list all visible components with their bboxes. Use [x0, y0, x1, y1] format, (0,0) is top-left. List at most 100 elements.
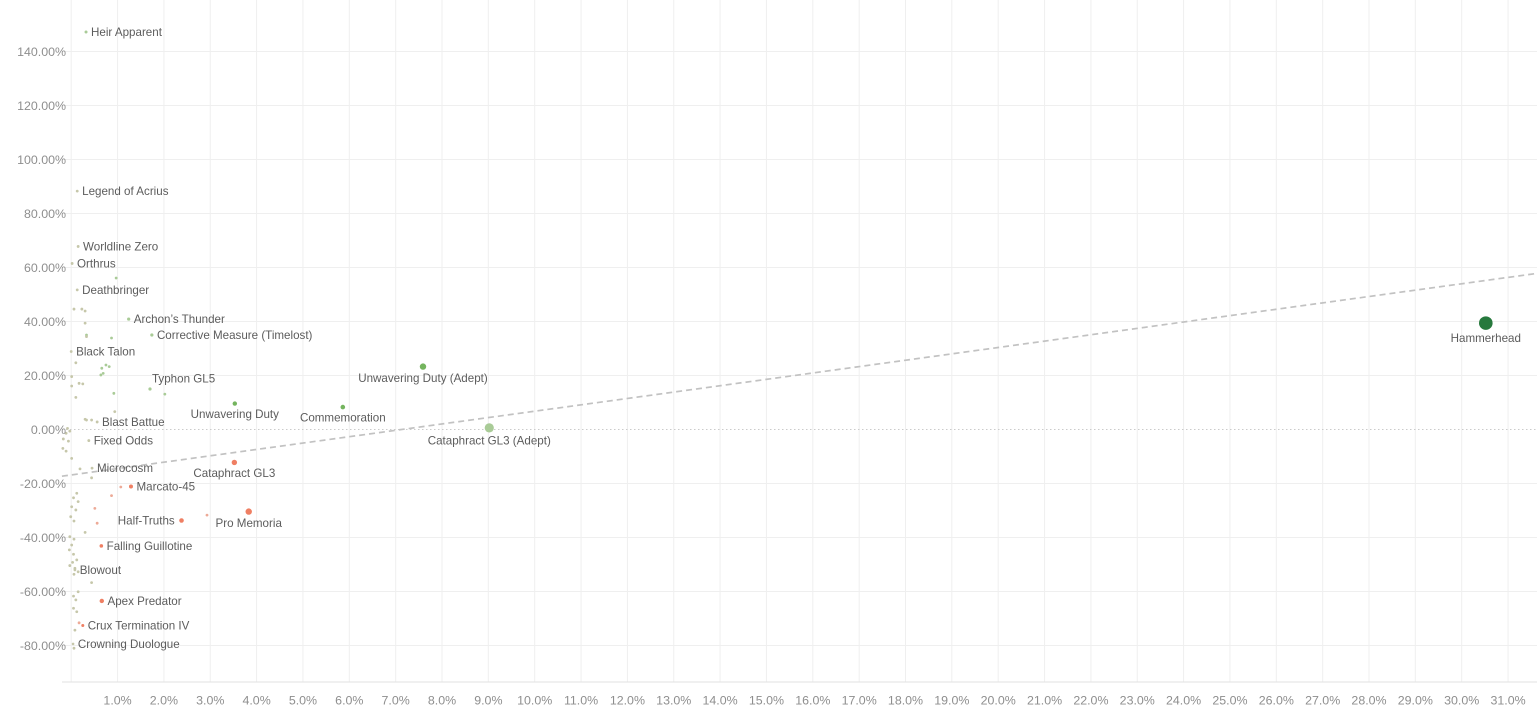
data-point[interactable] — [70, 262, 74, 265]
data-point[interactable] — [231, 459, 238, 466]
minor-data-point[interactable] — [64, 431, 68, 435]
minor-data-point[interactable] — [68, 535, 72, 539]
minor-data-point[interactable] — [70, 543, 74, 547]
data-point[interactable] — [76, 245, 80, 248]
minor-data-point[interactable] — [75, 610, 79, 614]
minor-data-point[interactable] — [104, 363, 108, 367]
minor-data-point[interactable] — [70, 505, 74, 509]
data-point[interactable] — [73, 568, 77, 572]
minor-data-point[interactable] — [68, 564, 72, 567]
x-tick-label: 9.0% — [474, 694, 502, 708]
minor-data-point[interactable] — [72, 594, 75, 598]
minor-data-point[interactable] — [74, 598, 78, 602]
minor-data-point[interactable] — [72, 646, 76, 650]
minor-data-point[interactable] — [72, 307, 76, 311]
minor-data-point[interactable] — [74, 361, 78, 365]
minor-data-point[interactable] — [72, 519, 76, 523]
data-point[interactable] — [179, 518, 184, 523]
minor-data-point[interactable] — [66, 427, 69, 430]
data-point[interactable] — [340, 404, 346, 410]
minor-data-point[interactable] — [90, 418, 93, 422]
minor-data-point[interactable] — [76, 500, 80, 503]
minor-data-point[interactable] — [69, 515, 73, 519]
minor-data-point[interactable] — [75, 558, 79, 562]
minor-data-point[interactable] — [77, 621, 81, 625]
data-point[interactable] — [99, 544, 104, 548]
minor-data-point[interactable] — [110, 336, 113, 340]
minor-data-point[interactable] — [83, 309, 87, 313]
minor-data-point[interactable] — [112, 391, 116, 395]
minor-data-point[interactable] — [72, 572, 76, 576]
point-label: Pro Memoria — [216, 517, 283, 530]
minor-data-point[interactable] — [70, 384, 74, 388]
minor-data-point[interactable] — [74, 508, 78, 512]
minor-data-point[interactable] — [100, 366, 104, 370]
minor-data-point[interactable] — [67, 439, 70, 443]
x-tick-label: 22.0% — [1073, 694, 1108, 708]
minor-data-point[interactable] — [71, 560, 74, 564]
minor-data-point[interactable] — [81, 382, 85, 386]
minor-data-point[interactable] — [61, 447, 65, 450]
minor-data-point[interactable] — [72, 552, 75, 556]
minor-data-point[interactable] — [68, 429, 72, 433]
minor-data-point[interactable] — [74, 395, 78, 399]
minor-data-point[interactable] — [67, 548, 71, 552]
minor-data-point[interactable] — [85, 335, 88, 339]
minor-data-point[interactable] — [64, 449, 68, 453]
data-point[interactable] — [75, 189, 79, 193]
minor-data-point[interactable] — [83, 321, 87, 325]
x-tick-label: 1.0% — [103, 694, 131, 708]
minor-data-point[interactable] — [90, 581, 93, 584]
data-point[interactable] — [90, 466, 94, 470]
data-point[interactable] — [419, 363, 427, 370]
point-label: Typhon GL5 — [152, 372, 215, 385]
minor-data-point[interactable] — [107, 365, 111, 368]
data-point[interactable] — [87, 439, 91, 442]
data-point[interactable] — [128, 484, 133, 489]
data-point[interactable] — [484, 423, 494, 433]
minor-data-point[interactable] — [76, 570, 80, 574]
minor-data-point[interactable] — [77, 381, 81, 385]
minor-data-point[interactable] — [90, 476, 93, 480]
minor-data-point[interactable] — [80, 307, 84, 311]
data-point[interactable] — [245, 508, 252, 515]
data-point[interactable] — [81, 624, 85, 628]
minor-data-point[interactable] — [163, 392, 167, 396]
minor-data-point[interactable] — [75, 491, 79, 495]
minor-data-point[interactable] — [85, 418, 88, 422]
x-tick-label: 4.0% — [242, 694, 270, 708]
minor-data-point[interactable] — [83, 530, 87, 534]
minor-data-point[interactable] — [61, 437, 65, 441]
minor-data-point[interactable] — [76, 590, 80, 594]
minor-data-point[interactable] — [93, 506, 97, 510]
data-point[interactable] — [84, 30, 88, 34]
data-point[interactable] — [99, 598, 104, 604]
minor-data-point[interactable] — [70, 375, 74, 378]
x-tick-label: 6.0% — [335, 694, 363, 708]
data-point[interactable] — [1479, 316, 1493, 330]
minor-data-point[interactable] — [95, 521, 99, 525]
point-label: Falling Guillotine — [107, 540, 193, 553]
minor-data-point[interactable] — [114, 276, 118, 280]
data-point[interactable] — [95, 420, 99, 424]
minor-data-point[interactable] — [70, 456, 74, 460]
minor-data-point[interactable] — [72, 606, 75, 610]
data-point[interactable] — [75, 288, 79, 292]
minor-data-point[interactable] — [101, 371, 105, 375]
data-point[interactable] — [127, 317, 131, 321]
minor-data-point[interactable] — [119, 485, 123, 489]
minor-data-point[interactable] — [99, 373, 103, 377]
minor-data-point[interactable] — [113, 410, 117, 414]
data-point[interactable] — [71, 642, 75, 646]
x-tick-label: 12.0% — [610, 694, 645, 708]
data-point[interactable] — [232, 401, 238, 406]
minor-data-point[interactable] — [72, 496, 75, 500]
minor-data-point[interactable] — [72, 537, 76, 541]
data-point[interactable] — [69, 350, 73, 353]
minor-data-point[interactable] — [110, 494, 113, 498]
data-point[interactable] — [150, 333, 154, 337]
minor-data-point[interactable] — [205, 513, 209, 517]
minor-data-point[interactable] — [73, 628, 77, 632]
data-point[interactable] — [148, 387, 152, 391]
minor-data-point[interactable] — [78, 467, 82, 471]
